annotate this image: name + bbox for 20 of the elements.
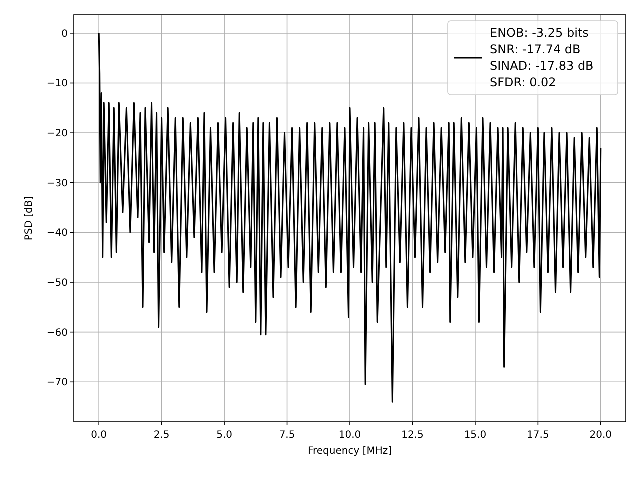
legend-label: ENOB: -3.25 bits SNR: -17.74 dB SINAD: -17.83 dB SFDR: 0.02 [490,26,594,90]
y-tick-label: 0 [62,28,68,40]
y-axis-title: PSD [dB] [24,196,35,241]
x-tick-label: 10.0 [338,430,362,441]
y-tick-label: −60 [46,328,68,339]
y-tick-label: −70 [46,378,68,389]
x-tick-label: 0.0 [91,430,108,441]
x-tick-label: 12.5 [402,430,424,441]
y-tick-label: −20 [46,128,68,140]
y-tick-label: −40 [46,228,68,240]
y-tick-label: −50 [46,278,68,290]
y-tick-label: −30 [46,178,68,190]
x-tick-label: 7.5 [279,430,296,441]
x-tick-label: 15.0 [464,430,487,441]
x-tick-label: 20.0 [590,430,612,441]
x-tick-label: 5.0 [216,430,232,441]
x-tick-label: 17.5 [527,430,550,441]
x-axis-title: Frequency [MHz] [308,446,392,457]
y-tick-label: −10 [46,78,68,90]
x-tick-label: 2.5 [154,430,170,441]
